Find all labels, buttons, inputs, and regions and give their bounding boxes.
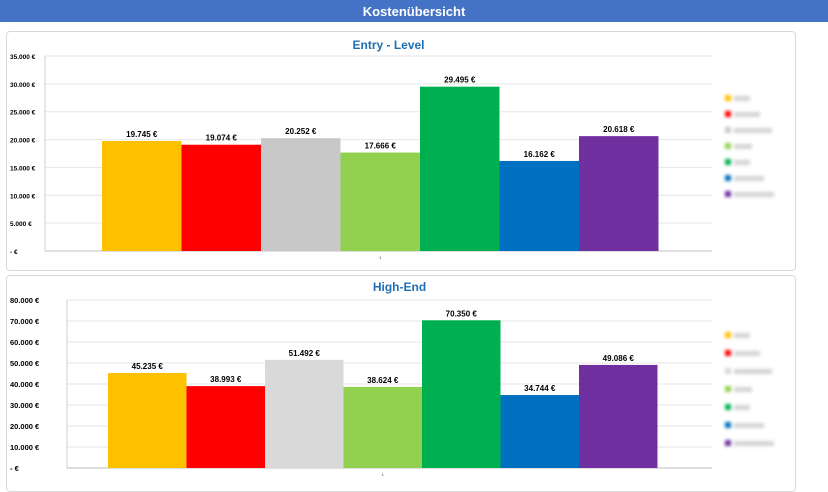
legend-item bbox=[725, 332, 750, 338]
legend-text-blur bbox=[734, 387, 752, 392]
legend-swatch bbox=[725, 404, 731, 410]
x-tick-label: 1 bbox=[382, 472, 385, 477]
y-tick-label: 25.000 € bbox=[10, 110, 36, 117]
legend-text-blur bbox=[734, 441, 774, 446]
bar bbox=[500, 395, 579, 468]
legend-text-blur bbox=[734, 128, 772, 133]
legend-item bbox=[725, 175, 764, 181]
legend-item bbox=[725, 159, 750, 165]
legend-swatch bbox=[725, 332, 731, 338]
data-label: 38.624 € bbox=[367, 376, 399, 385]
legend-item bbox=[725, 111, 760, 117]
bar bbox=[102, 140, 182, 251]
data-label: 20.618 € bbox=[603, 125, 635, 134]
legend-text-blur bbox=[734, 423, 764, 428]
bar bbox=[265, 359, 344, 468]
data-label: 70.350 € bbox=[446, 309, 478, 318]
bar bbox=[579, 364, 658, 468]
y-tick-label: 10.000 € bbox=[10, 443, 40, 452]
data-label: 38.993 € bbox=[210, 375, 242, 384]
y-tick-label: 15.000 € bbox=[10, 165, 36, 172]
legend-item bbox=[725, 404, 750, 410]
chart-title: Entry - Level bbox=[352, 38, 424, 52]
legend-swatch bbox=[725, 386, 731, 392]
y-tick-label: 50.000 € bbox=[10, 359, 40, 368]
data-label: 19.074 € bbox=[206, 134, 238, 143]
chart-title: High-End bbox=[373, 280, 426, 294]
bar bbox=[422, 320, 501, 468]
bar bbox=[499, 160, 579, 251]
legend-swatch bbox=[725, 350, 731, 356]
legend-item bbox=[725, 127, 772, 133]
data-label: 49.086 € bbox=[603, 354, 635, 363]
legend-swatch bbox=[725, 191, 731, 197]
bar bbox=[340, 152, 420, 251]
y-tick-label: 20.000 € bbox=[10, 422, 40, 431]
data-label: 45.235 € bbox=[132, 362, 164, 371]
chart-panel-entry-level: Entry - Level 35.000 € 30.000 € 25.000 € 20.… bbox=[6, 31, 796, 271]
legend-item bbox=[725, 422, 764, 428]
chart-panel-high-end: High-End 80.000 € 70.000 € 60.000 € 50.000 €… bbox=[6, 275, 796, 492]
legend-item bbox=[725, 386, 752, 392]
page-title: Kostenübersicht bbox=[362, 3, 466, 19]
legend-swatch bbox=[725, 422, 731, 428]
y-tick-label: - € bbox=[10, 464, 20, 473]
legend-swatch bbox=[725, 368, 731, 374]
legend-text-blur bbox=[734, 112, 760, 117]
legend-item bbox=[725, 440, 774, 446]
legend-text-blur bbox=[734, 192, 774, 197]
legend-swatch bbox=[725, 127, 731, 133]
bar bbox=[420, 86, 500, 251]
legend-item bbox=[725, 95, 750, 101]
bar bbox=[579, 136, 659, 251]
y-tick-label: 30.000 € bbox=[10, 82, 36, 89]
data-label: 19.745 € bbox=[126, 130, 158, 139]
bar bbox=[108, 373, 187, 468]
y-tick-label: 30.000 € bbox=[10, 401, 40, 410]
y-tick-label: 5.000 € bbox=[10, 221, 32, 228]
legend-text-blur bbox=[734, 333, 750, 338]
bar bbox=[186, 386, 265, 468]
legend-swatch bbox=[725, 440, 731, 446]
legend-item bbox=[725, 368, 772, 374]
legend-swatch bbox=[725, 95, 731, 101]
legend-swatch bbox=[725, 159, 731, 165]
y-tick-label: - € bbox=[10, 249, 18, 256]
page-title-bar: Kostenübersicht bbox=[0, 0, 828, 22]
bar bbox=[181, 144, 261, 251]
chart-entry-level: Entry - Level 35.000 € 30.000 € 25.000 € 20.… bbox=[10, 38, 774, 260]
legend-text-blur bbox=[734, 351, 760, 356]
legend-text-blur bbox=[734, 96, 750, 101]
legend-text-blur bbox=[734, 369, 772, 374]
legend-swatch bbox=[725, 111, 731, 117]
y-tick-label: 70.000 € bbox=[10, 317, 40, 326]
legend-swatch bbox=[725, 175, 731, 181]
y-tick-label: 60.000 € bbox=[10, 338, 40, 347]
y-tick-label: 40.000 € bbox=[10, 380, 40, 389]
legend-text-blur bbox=[734, 176, 764, 181]
y-tick-label: 20.000 € bbox=[10, 138, 36, 145]
bar bbox=[261, 138, 341, 251]
data-label: 29.495 € bbox=[444, 76, 476, 85]
legend-text-blur bbox=[734, 144, 752, 149]
x-tick-label: 1 bbox=[379, 255, 382, 260]
data-label: 51.492 € bbox=[289, 349, 321, 358]
legend-item bbox=[725, 191, 774, 197]
data-label: 17.666 € bbox=[365, 142, 397, 151]
y-tick-label: 10.000 € bbox=[10, 193, 36, 200]
y-tick-label: 35.000 € bbox=[10, 54, 36, 61]
legend-text-blur bbox=[734, 405, 750, 410]
chart-high-end: High-End 80.000 € 70.000 € 60.000 € 50.000 €… bbox=[10, 280, 774, 477]
bar bbox=[343, 386, 422, 468]
data-label: 16.162 € bbox=[524, 150, 556, 159]
legend-swatch bbox=[725, 143, 731, 149]
legend-item bbox=[725, 143, 752, 149]
data-label: 34.744 € bbox=[524, 384, 556, 393]
legend-text-blur bbox=[734, 160, 750, 165]
legend-item bbox=[725, 350, 760, 356]
data-label: 20.252 € bbox=[285, 127, 317, 136]
y-tick-label: 80.000 € bbox=[10, 296, 40, 305]
